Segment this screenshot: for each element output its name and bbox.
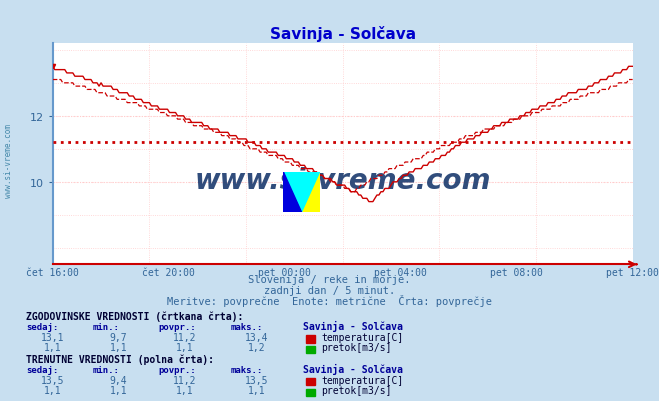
Text: pretok[m3/s]: pretok[m3/s] [322,385,392,395]
Text: sedaj:: sedaj: [26,323,59,332]
Text: 13,1: 13,1 [41,332,65,342]
Text: 13,4: 13,4 [245,332,269,342]
Text: pretok[m3/s]: pretok[m3/s] [322,342,392,352]
Text: 1,1: 1,1 [110,385,127,395]
Text: 1,1: 1,1 [44,342,61,352]
Text: TRENUTNE VREDNOSTI (polna črta):: TRENUTNE VREDNOSTI (polna črta): [26,353,214,364]
Text: min.:: min.: [92,323,119,332]
Title: Savinja - Solčava: Savinja - Solčava [270,26,416,42]
Text: temperatura[C]: temperatura[C] [322,375,404,385]
Text: www.si-vreme.com: www.si-vreme.com [194,167,491,195]
Text: 9,7: 9,7 [110,332,127,342]
Text: 1,1: 1,1 [176,385,193,395]
Text: min.:: min.: [92,365,119,374]
Text: zadnji dan / 5 minut.: zadnji dan / 5 minut. [264,286,395,296]
Text: 13,5: 13,5 [41,375,65,385]
Text: Savinja - Solčava: Savinja - Solčava [303,363,403,374]
Text: 9,4: 9,4 [110,375,127,385]
Text: 1,1: 1,1 [176,342,193,352]
Text: 1,1: 1,1 [248,385,266,395]
Text: 1,1: 1,1 [110,342,127,352]
Text: sedaj:: sedaj: [26,365,59,374]
Polygon shape [283,172,320,213]
Text: povpr.:: povpr.: [158,323,196,332]
Text: 11,2: 11,2 [173,375,196,385]
Text: temperatura[C]: temperatura[C] [322,332,404,342]
Text: Slovenija / reke in morje.: Slovenija / reke in morje. [248,275,411,285]
Text: 1,2: 1,2 [248,342,266,352]
Text: povpr.:: povpr.: [158,365,196,374]
Text: 13,5: 13,5 [245,375,269,385]
Text: Savinja - Solčava: Savinja - Solčava [303,321,403,332]
Text: 11,2: 11,2 [173,332,196,342]
Polygon shape [283,172,320,213]
Text: maks.:: maks.: [231,323,263,332]
Polygon shape [283,172,302,213]
Text: ZGODOVINSKE VREDNOSTI (črtkana črta):: ZGODOVINSKE VREDNOSTI (črtkana črta): [26,310,244,321]
Text: Meritve: povprečne  Enote: metrične  Črta: povprečje: Meritve: povprečne Enote: metrične Črta:… [167,294,492,306]
Text: www.si-vreme.com: www.si-vreme.com [4,124,13,197]
Text: 1,1: 1,1 [44,385,61,395]
Text: maks.:: maks.: [231,365,263,374]
